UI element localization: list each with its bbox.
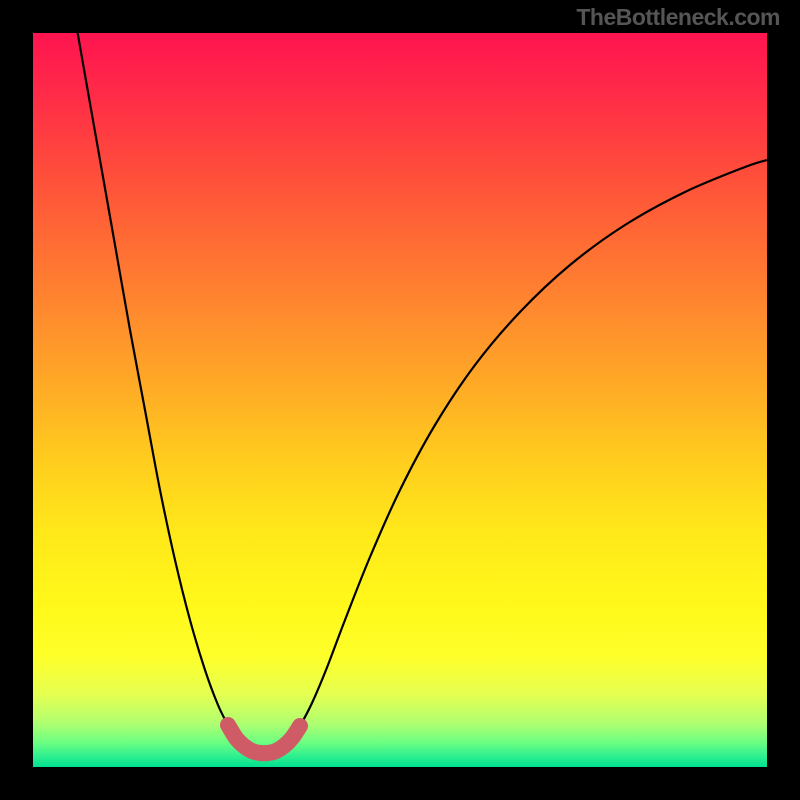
watermark-text: TheBottleneck.com: [576, 4, 780, 31]
bottleneck-chart: [0, 0, 800, 800]
chart-container: TheBottleneck.com: [0, 0, 800, 800]
